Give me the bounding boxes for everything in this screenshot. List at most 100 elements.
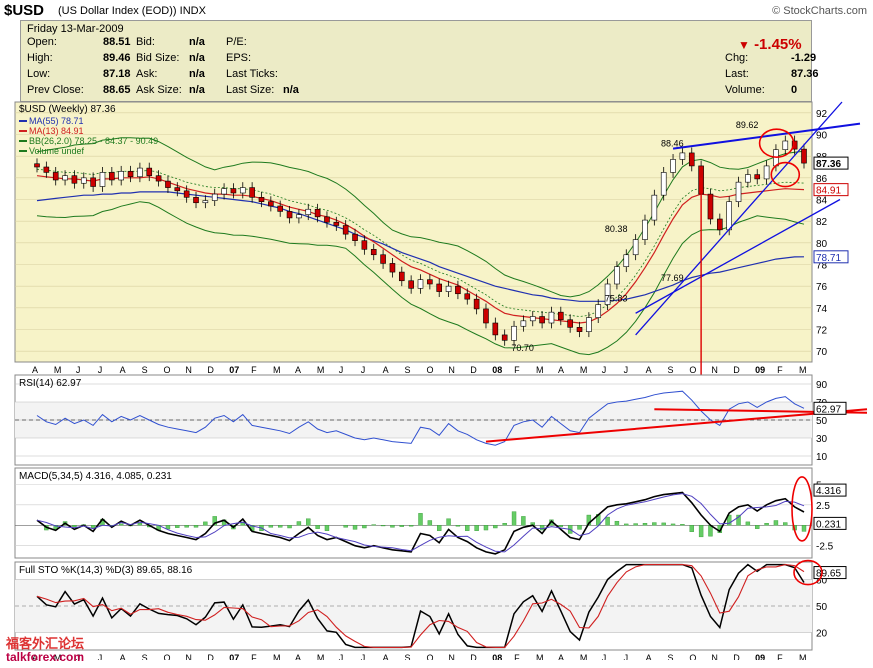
down-arrow-icon: ▼ xyxy=(738,38,750,52)
price-candle xyxy=(604,283,611,305)
x-tick-label: M xyxy=(273,365,281,375)
price-candle xyxy=(202,200,209,204)
price-candle xyxy=(146,167,153,176)
price-candle xyxy=(174,187,181,192)
price-candle xyxy=(211,193,218,201)
quote-label: EPS: xyxy=(226,52,252,64)
watermark-site[interactable]: talkforex.com xyxy=(6,650,85,664)
x-tick-label: N xyxy=(448,653,455,660)
quote-label: Last Size: xyxy=(226,84,275,96)
x-tick-label: N xyxy=(711,653,718,660)
price-candle xyxy=(445,285,452,292)
change-percent-value: -1.45% xyxy=(754,36,802,53)
macd-histogram-bar xyxy=(175,525,180,528)
price-candle xyxy=(333,221,340,226)
price-candle xyxy=(389,263,396,273)
price-candle xyxy=(155,175,162,182)
macd-histogram-bar xyxy=(437,525,442,531)
x-tick-label: N xyxy=(185,653,192,660)
x-tick-label: M xyxy=(799,653,807,660)
price-candle xyxy=(455,285,461,295)
macd-histogram-bar xyxy=(184,525,189,528)
macd-histogram-bar xyxy=(474,525,479,531)
sto-d-line xyxy=(36,564,805,648)
macd-histogram-bar xyxy=(343,525,348,528)
price-label: 87.36 xyxy=(816,159,841,170)
price-candle xyxy=(651,194,658,221)
highlight-circle xyxy=(770,161,801,188)
price-candle xyxy=(165,180,171,188)
macd-histogram-bar xyxy=(614,520,620,526)
price-annotation: 80.38 xyxy=(605,224,628,234)
quote-value: n/a xyxy=(189,84,205,96)
macd-histogram-bar xyxy=(203,521,208,526)
y-tick-label: 20 xyxy=(816,628,828,639)
x-tick-label: O xyxy=(163,365,170,375)
price-candle xyxy=(193,197,199,204)
macd-histogram-bar xyxy=(446,518,451,526)
x-tick-label: A xyxy=(646,365,652,375)
brand-label[interactable]: © StockCharts.com xyxy=(772,5,867,17)
price-candle xyxy=(623,254,630,267)
trend-line xyxy=(672,122,861,150)
macd-histogram-bar xyxy=(137,523,143,526)
macd-histogram-bar xyxy=(661,522,666,526)
price-candle xyxy=(109,172,115,181)
sto-band xyxy=(15,579,812,633)
y-tick-label: 92 xyxy=(816,109,828,120)
x-tick-label: J xyxy=(602,365,607,375)
macd-histogram-bar xyxy=(277,525,283,528)
price-candle xyxy=(127,171,134,178)
price-candle xyxy=(726,201,732,231)
x-tick-label: J xyxy=(76,365,81,375)
price-candle xyxy=(417,279,424,289)
x-tick-label: 09 xyxy=(755,365,765,375)
x-tick-label: M xyxy=(536,365,544,375)
price-candle xyxy=(34,163,40,168)
quote-label: Bid Size: xyxy=(136,52,180,64)
bollinger-lower-line xyxy=(36,201,805,356)
macd-histogram-bar xyxy=(698,525,704,538)
rsi-line xyxy=(36,390,805,446)
quote-value: n/a xyxy=(283,84,299,96)
change-percent: ▼ -1.45% xyxy=(738,36,802,53)
price-candle xyxy=(492,322,499,336)
x-tick-label: F xyxy=(777,653,783,660)
macd-histogram-bar xyxy=(165,525,171,530)
macd-histogram-bar xyxy=(315,525,320,529)
y-tick-label: 90 xyxy=(816,380,828,391)
price-annotation: 88.46 xyxy=(661,138,684,148)
price-candle xyxy=(642,219,648,240)
legend-entry: BB(26,2.0) 78.25 - 84.37 - 90.49 xyxy=(29,136,158,146)
y-tick-label: 90 xyxy=(816,131,828,142)
y-tick-label: 78 xyxy=(816,261,828,272)
price-candle xyxy=(688,152,695,167)
macd-histogram-bar xyxy=(539,525,545,531)
rsi-label-box xyxy=(813,401,847,415)
price-candle xyxy=(249,187,255,198)
symbol-title: $USD xyxy=(4,2,45,19)
macd-histogram-bar xyxy=(680,524,685,526)
price-label: 78.71 xyxy=(816,253,841,264)
y-tick-label: 74 xyxy=(816,304,828,315)
x-tick-label: M xyxy=(799,365,807,375)
price-candle xyxy=(52,172,59,181)
quote-value: 0 xyxy=(791,84,798,96)
macd-histogram-bar xyxy=(193,525,199,528)
price-candle xyxy=(548,311,555,324)
quote-label: Last: xyxy=(725,68,749,80)
macd-histogram-bar xyxy=(605,516,610,526)
quote-label: High: xyxy=(27,52,53,64)
macd-histogram-bar xyxy=(72,525,77,528)
x-tick-label: S xyxy=(668,653,674,660)
x-tick-label: A xyxy=(383,365,389,375)
price-candle xyxy=(342,225,349,235)
price-candle xyxy=(707,193,714,220)
price-candle xyxy=(614,266,620,285)
x-tick-label: M xyxy=(54,365,62,375)
price-annotation: 75.83 xyxy=(605,293,628,303)
y-tick-label: 70 xyxy=(816,347,828,358)
x-tick-label: F xyxy=(251,653,257,660)
x-tick-label: N xyxy=(711,365,718,375)
